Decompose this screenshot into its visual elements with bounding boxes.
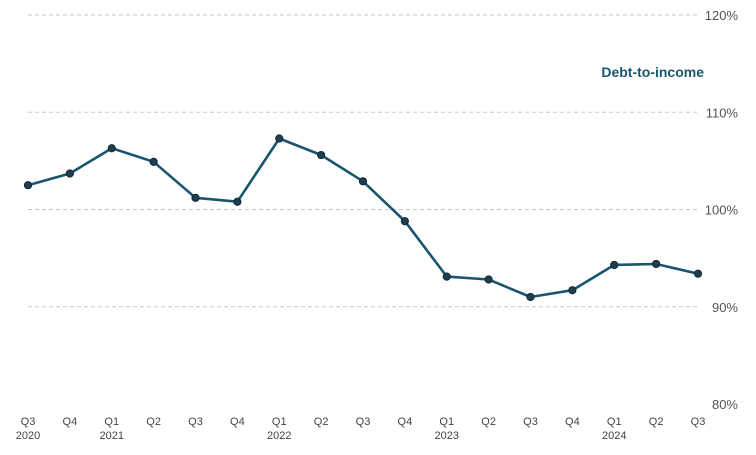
data-point <box>358 177 368 186</box>
data-point <box>442 272 451 281</box>
data-point <box>233 197 242 206</box>
x-tick-label: Q2 <box>649 416 664 428</box>
x-tick-label: Q3 <box>188 416 203 428</box>
x-year-label: 2021 <box>100 430 124 442</box>
x-tick-label: Q3 <box>523 416 538 428</box>
data-point <box>191 193 200 202</box>
x-year-label: 2022 <box>267 430 291 442</box>
x-year-label: 2020 <box>16 430 40 442</box>
series-label: Debt-to-income <box>601 64 704 80</box>
gridlines <box>28 14 698 308</box>
data-point <box>526 292 535 302</box>
x-tick-label: Q3 <box>691 416 706 428</box>
data-point <box>149 157 158 166</box>
data-point <box>65 169 74 178</box>
x-tick-label: Q3 <box>21 416 36 428</box>
data-point <box>652 259 661 269</box>
x-tick-label: Q4 <box>63 416 78 428</box>
y-tick-label: 100% <box>705 203 739 218</box>
x-tick-label: Q4 <box>565 416 580 428</box>
data-point <box>568 286 577 295</box>
x-tick-label: Q2 <box>146 416 161 428</box>
y-tick-label: 90% <box>712 300 738 315</box>
x-year-label: 2023 <box>435 430 459 442</box>
y-tick-label: 120% <box>705 8 739 23</box>
y-tick-label: 80% <box>712 397 738 412</box>
x-tick-label: Q2 <box>481 416 496 428</box>
data-point <box>484 275 493 284</box>
data-point <box>400 217 409 226</box>
x-tick-label: Q1 <box>607 416 622 428</box>
series-line <box>26 137 700 299</box>
data-point <box>23 181 33 190</box>
y-axis-tick-labels: 80% 90% 100% 110% 120% <box>705 8 739 412</box>
data-point <box>275 134 284 143</box>
y-tick-label: 110% <box>706 105 739 120</box>
data-point <box>107 144 116 153</box>
x-tick-label: Q4 <box>398 416 413 428</box>
data-point <box>610 260 619 270</box>
data-point <box>317 150 326 160</box>
x-tick-label: Q1 <box>272 416 287 428</box>
x-tick-label: Q3 <box>356 416 371 428</box>
x-year-label: 2024 <box>602 430 626 442</box>
x-axis-tick-labels: Q3 Q4 Q1 Q2 Q3 Q4 Q1 Q2 Q3 Q4 Q1 Q2 Q3 Q4 Q1 Q2 Q3 2020 20… <box>16 416 706 442</box>
series-layer <box>23 134 703 302</box>
x-tick-label: Q1 <box>439 416 454 428</box>
x-tick-label: Q4 <box>230 416 245 428</box>
data-point <box>693 269 703 278</box>
x-tick-label: Q1 <box>104 416 119 428</box>
x-tick-label: Q2 <box>314 416 329 428</box>
